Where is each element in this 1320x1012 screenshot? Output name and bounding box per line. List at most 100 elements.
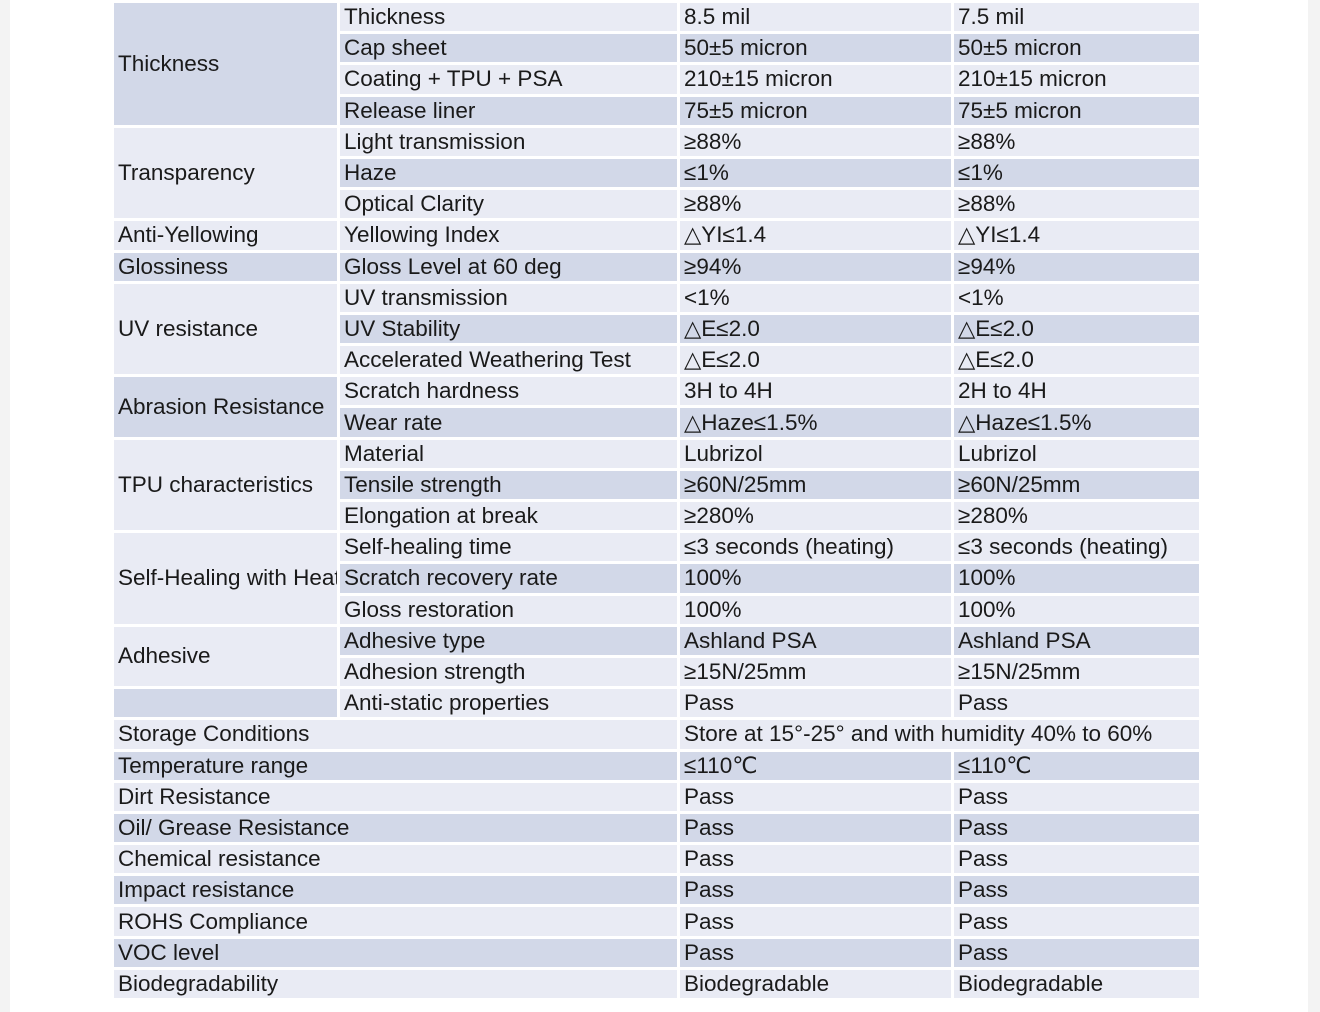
value-cell-b: 50±5 micron	[954, 34, 1202, 66]
value-cell-b: ≤1%	[954, 158, 1202, 191]
value-cell-a: Pass	[680, 938, 954, 970]
group-label: Glossiness	[114, 252, 340, 284]
group-label: Adhesive	[114, 626, 340, 690]
table-row: Cap sheet 50±5 micron 50±5 micron	[114, 34, 1202, 66]
right-margin	[1308, 0, 1320, 1012]
table-row: Glossiness Gloss Level at 60 deg ≥94% ≥9…	[114, 252, 1202, 284]
table-row: Coating + TPU + PSA 210±15 micron 210±15…	[114, 65, 1202, 97]
table-row: Storage Conditions Store at 15°-25° and …	[114, 720, 1202, 752]
parameter-cell: UV transmission	[340, 283, 680, 315]
group-label: UV resistance	[114, 283, 340, 378]
value-cell-a: Lubrizol	[680, 439, 954, 471]
value-cell-b: ≥88%	[954, 190, 1202, 222]
group-label: Self-Healing with Heat	[114, 533, 340, 627]
parameter-cell: Wear rate	[340, 408, 680, 440]
parameter-cell: Tensile strength	[340, 470, 680, 502]
property-label: Temperature range	[114, 751, 680, 783]
group-label: Thickness	[114, 3, 340, 128]
value-cell-a: 210±15 micron	[680, 65, 954, 97]
table-row: Optical Clarity ≥88% ≥88%	[114, 190, 1202, 222]
table-row: Chemical resistance Pass Pass	[114, 845, 1202, 877]
specification-table: Thickness Thickness 8.5 mil 7.5 mil Cap …	[114, 3, 1202, 1001]
parameter-cell: Accelerated Weathering Test	[340, 346, 680, 378]
value-cell-a: ≥60N/25mm	[680, 470, 954, 502]
value-cell-b: 75±5 micron	[954, 96, 1202, 128]
value-cell-b: △E≤2.0	[954, 346, 1202, 378]
value-cell-b: ≤3 seconds (heating)	[954, 533, 1202, 565]
value-cell-a: Pass	[680, 876, 954, 908]
value-cell-b: ≥88%	[954, 127, 1202, 159]
table-row: Accelerated Weathering Test △E≤2.0 △E≤2.…	[114, 346, 1202, 378]
parameter-cell: Haze	[340, 158, 680, 191]
value-cell-b: ≥60N/25mm	[954, 470, 1202, 502]
value-cell-b: Pass	[954, 813, 1202, 846]
value-cell-b: △YI≤1.4	[954, 221, 1202, 253]
value-cell-a: Pass	[680, 689, 954, 721]
table-row: Dirt Resistance Pass Pass	[114, 782, 1202, 814]
table-row: Adhesion strength ≥15N/25mm ≥15N/25mm	[114, 657, 1202, 690]
value-cell-a: ≤110℃	[680, 751, 954, 783]
parameter-cell: Coating + TPU + PSA	[340, 65, 680, 97]
table-row: Oil/ Grease Resistance Pass Pass	[114, 813, 1202, 846]
parameter-cell: Gloss restoration	[340, 595, 680, 627]
value-cell-b: 100%	[954, 595, 1202, 627]
left-margin	[0, 0, 10, 1012]
parameter-cell: Self-healing time	[340, 533, 680, 565]
value-cell-b: Pass	[954, 689, 1202, 721]
value-cell-a: 50±5 micron	[680, 34, 954, 66]
value-cell-b: △E≤2.0	[954, 314, 1202, 347]
value-cell-b: 100%	[954, 564, 1202, 596]
value-cell-a: 3H to 4H	[680, 377, 954, 409]
table-row: Scratch recovery rate 100% 100%	[114, 564, 1202, 596]
table-row: Gloss restoration 100% 100%	[114, 595, 1202, 627]
value-cell-b: Ashland PSA	[954, 626, 1202, 658]
parameter-cell: Scratch recovery rate	[340, 564, 680, 596]
table-row: Adhesive Adhesive type Ashland PSA Ashla…	[114, 626, 1202, 690]
table-row: Impact resistance Pass Pass	[114, 876, 1202, 908]
table-row: TPU characteristics Material Lubrizol Lu…	[114, 439, 1202, 534]
group-label: Abrasion Resistance	[114, 377, 340, 440]
value-cell-a: △E≤2.0	[680, 346, 954, 378]
table-row: Transparency Light transmission ≥88% ≥88…	[114, 127, 1202, 222]
value-cell-a: Pass	[680, 907, 954, 939]
table-row: UV Stability △E≤2.0 △E≤2.0	[114, 314, 1202, 347]
parameter-cell: Material	[340, 439, 680, 471]
group-label-empty	[114, 689, 340, 721]
value-cell-a: ≤3 seconds (heating)	[680, 533, 954, 565]
table-row: VOC level Pass Pass	[114, 938, 1202, 970]
value-cell-b: 7.5 mil	[954, 3, 1202, 35]
value-cell-a: ≥88%	[680, 127, 954, 159]
value-cell-a: Pass	[680, 782, 954, 814]
parameter-cell: Release liner	[340, 96, 680, 128]
property-label: Chemical resistance	[114, 845, 680, 877]
table-row: Self-Healing with Heat Self-healing time…	[114, 533, 1202, 627]
value-cell-a: Biodegradable	[680, 969, 954, 1001]
value-cell-span: Store at 15°-25° and with humidity 40% t…	[680, 720, 1202, 752]
value-cell-a: 8.5 mil	[680, 3, 954, 35]
value-cell-a: ≥15N/25mm	[680, 657, 954, 690]
table-row: Wear rate △Haze≤1.5% △Haze≤1.5%	[114, 408, 1202, 440]
value-cell-b: ≤110℃	[954, 751, 1202, 783]
table-row: UV resistance UV transmission <1% <1%	[114, 283, 1202, 378]
property-label: ROHS Compliance	[114, 907, 680, 939]
parameter-cell: Thickness	[340, 3, 680, 35]
value-cell-a: ≤1%	[680, 158, 954, 191]
value-cell-a: Pass	[680, 845, 954, 877]
property-label: Biodegradability	[114, 969, 680, 1001]
parameter-cell: Elongation at break	[340, 502, 680, 534]
table-row: Tensile strength ≥60N/25mm ≥60N/25mm	[114, 470, 1202, 502]
table-row: Abrasion Resistance Scratch hardness 3H …	[114, 377, 1202, 440]
value-cell-b: ≥280%	[954, 502, 1202, 534]
value-cell-b: Pass	[954, 782, 1202, 814]
value-cell-b: Pass	[954, 907, 1202, 939]
value-cell-b: Lubrizol	[954, 439, 1202, 471]
table-row: Haze ≤1% ≤1%	[114, 158, 1202, 191]
table-row: Temperature range ≤110℃ ≤110℃	[114, 751, 1202, 783]
value-cell-a: 100%	[680, 595, 954, 627]
value-cell-b: Pass	[954, 876, 1202, 908]
table-row: Biodegradability Biodegradable Biodegrad…	[114, 969, 1202, 1001]
table-row: Release liner 75±5 micron 75±5 micron	[114, 96, 1202, 128]
parameter-cell: Adhesion strength	[340, 657, 680, 690]
parameter-cell: Optical Clarity	[340, 190, 680, 222]
